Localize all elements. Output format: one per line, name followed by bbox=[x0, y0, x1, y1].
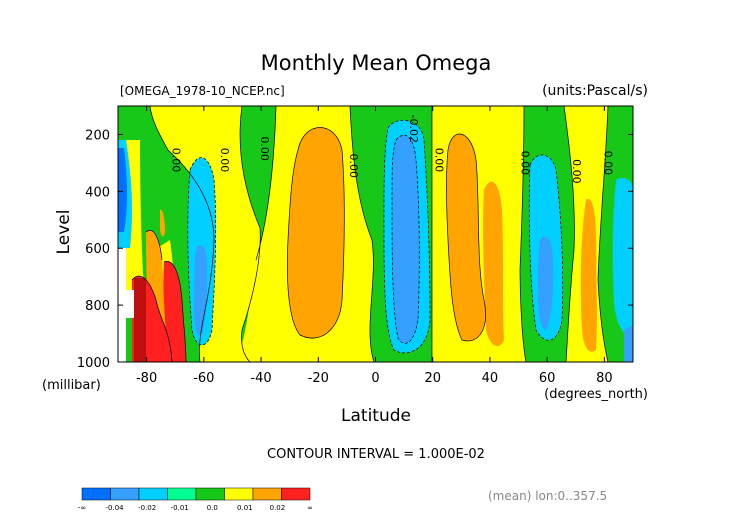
axes: -80 -60 -40 -20 0 20 40 60 80 200 400 600 800 1000 bbox=[77, 106, 633, 386]
x-tick-label: 0 bbox=[371, 371, 379, 386]
y-tick-label: 1000 bbox=[77, 356, 110, 371]
legend-swatch bbox=[281, 487, 311, 501]
contour-label: 0.00 bbox=[570, 159, 583, 184]
legend-label: 0.02 bbox=[270, 504, 286, 512]
legend-swatch bbox=[138, 487, 168, 501]
y-axis-title: Level bbox=[54, 210, 74, 255]
legend-label: ∞ bbox=[307, 504, 313, 512]
y-tick-label: 600 bbox=[85, 242, 110, 257]
legend-label: -0.02 bbox=[138, 504, 156, 512]
legend-swatch bbox=[224, 487, 254, 501]
x-tick-label: -80 bbox=[136, 371, 157, 386]
legend: -∞ -0.04 -0.02 -0.01 0.0 0.01 0.02 ∞ bbox=[78, 487, 313, 512]
field-blue-2 bbox=[392, 135, 420, 344]
contour-label: 0.00 bbox=[258, 136, 271, 161]
legend-label: -0.01 bbox=[171, 504, 189, 512]
legend-swatch bbox=[195, 487, 225, 501]
y-axis-units: (millibar) bbox=[42, 378, 101, 393]
legend-swatch bbox=[110, 487, 140, 501]
contour-labels: 0.00 0.00 0.00 0.00 -0.02 0.00 0.00 0.00 0.00 bbox=[169, 115, 614, 184]
file-label: [OMEGA_1978-10_NCEP.nc] bbox=[120, 84, 285, 98]
field-orange-1 bbox=[287, 127, 345, 339]
y-tick-label: 400 bbox=[85, 185, 110, 200]
x-tick-label: -60 bbox=[193, 371, 214, 386]
chart-title: Monthly Mean Omega bbox=[261, 51, 492, 75]
units-label: (units:Pascal/s) bbox=[542, 83, 648, 99]
field-orange-4 bbox=[580, 199, 597, 352]
legend-label: -∞ bbox=[78, 504, 86, 512]
x-tick-label: 40 bbox=[482, 371, 499, 386]
field-missing bbox=[118, 248, 134, 362]
field-orange-3 bbox=[483, 181, 504, 346]
legend-label: 0.0 bbox=[207, 504, 218, 512]
x-tick-label: 80 bbox=[596, 371, 613, 386]
y-tick-label: 800 bbox=[85, 299, 110, 314]
x-tick-label: -40 bbox=[250, 371, 271, 386]
legend-swatch bbox=[81, 487, 111, 501]
contour-interval: CONTOUR INTERVAL = 1.000E-02 bbox=[267, 447, 485, 462]
field-orange-6 bbox=[160, 209, 165, 237]
contour-label: 0.00 bbox=[601, 151, 614, 176]
field-red-dark bbox=[134, 278, 146, 362]
contour-field bbox=[118, 106, 633, 362]
field-blue-5 bbox=[624, 325, 633, 362]
contour-label: 0.00 bbox=[218, 148, 231, 173]
legend-label: -0.04 bbox=[106, 504, 125, 512]
field-blue-3 bbox=[538, 236, 554, 330]
x-tick-label: -20 bbox=[308, 371, 329, 386]
legend-swatch bbox=[252, 487, 282, 501]
mean-note: (mean) lon:0..357.5 bbox=[488, 489, 607, 503]
x-tick-label: 20 bbox=[424, 371, 441, 386]
field-blue-4 bbox=[118, 148, 127, 232]
contour-label: 0.00 bbox=[518, 151, 531, 176]
legend-label: 0.01 bbox=[237, 504, 253, 512]
field-blue-1 bbox=[194, 244, 208, 336]
contour-label: -0.02 bbox=[407, 115, 420, 143]
contour-label: 0.00 bbox=[433, 148, 446, 173]
y-tick-label: 200 bbox=[85, 128, 110, 143]
legend-swatch bbox=[167, 487, 197, 501]
field-orange-2 bbox=[446, 133, 486, 341]
contour-label: 0.00 bbox=[347, 153, 360, 178]
x-tick-label: 60 bbox=[539, 371, 556, 386]
contour-lines bbox=[131, 106, 609, 362]
field-yellow-1 bbox=[150, 106, 261, 362]
field-cyan-5 bbox=[612, 178, 633, 340]
x-axis-units: (degrees_north) bbox=[544, 387, 648, 402]
x-axis-title: Latitude bbox=[341, 406, 411, 426]
contour-label: 0.00 bbox=[169, 148, 182, 173]
